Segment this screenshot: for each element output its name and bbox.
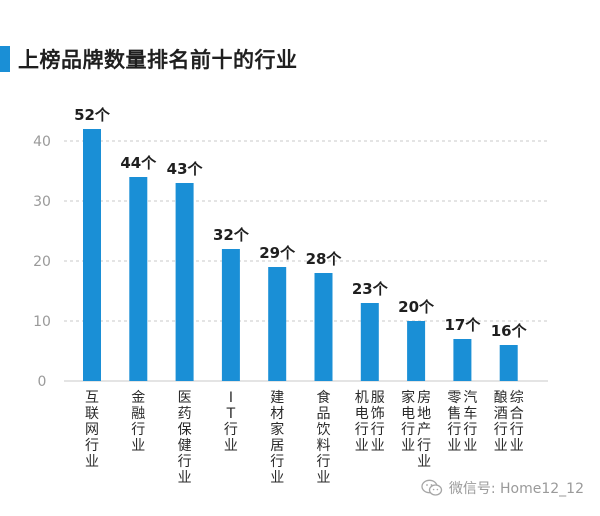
y-tick-label: 40 <box>33 134 51 150</box>
x-tick-label: 机电行业 <box>355 390 369 454</box>
title-accent-bar <box>0 46 10 72</box>
data-label: 16个 <box>491 322 528 340</box>
y-tick-label: 20 <box>33 254 51 270</box>
x-tick-label: 房地产行业 <box>417 390 431 470</box>
data-label: 17个 <box>444 316 481 334</box>
bar <box>83 129 101 381</box>
y-tick-label: 30 <box>33 194 51 210</box>
x-tick-label: 酿酒行业 <box>494 390 508 454</box>
data-label: 43个 <box>167 160 204 178</box>
watermark: 微信号: Home12_12 <box>421 478 584 498</box>
bar <box>407 321 426 381</box>
bar <box>360 303 379 381</box>
x-tick-label: 家电行业 <box>401 389 415 454</box>
x-tick-label: 服饰行业 <box>371 390 385 454</box>
bar <box>453 339 472 381</box>
x-tick-label: 零售行业 <box>447 390 461 454</box>
bar <box>268 267 287 381</box>
y-tick-label: 10 <box>33 314 51 330</box>
x-tick-label: 医药保健行业 <box>178 390 192 486</box>
data-label: 44个 <box>120 154 157 172</box>
bar <box>499 345 518 381</box>
bar <box>314 273 333 381</box>
watermark-text: 微信号: Home12_12 <box>448 481 584 497</box>
data-label: 52个 <box>74 106 111 124</box>
data-label: 29个 <box>259 244 296 262</box>
data-label: 20个 <box>398 298 435 316</box>
data-label: 23个 <box>352 280 389 298</box>
bar <box>175 183 194 381</box>
x-tick-label: 汽车行业 <box>463 390 477 454</box>
x-tick-label: 互联网行业 <box>85 390 99 470</box>
wechat-icon <box>421 479 443 496</box>
y-tick-label: 0 <box>38 374 47 390</box>
x-tick-label: I T 行业 <box>224 390 238 454</box>
x-tick-label: 金融行业 <box>131 390 145 454</box>
x-tick-label: 建材家居行业 <box>270 390 284 486</box>
data-label: 32个 <box>213 226 250 244</box>
bar <box>129 177 148 381</box>
chart-title: 上榜品牌数量排名前十的行业 <box>18 48 298 72</box>
x-tick-label: 综合行业 <box>510 390 524 454</box>
bar <box>221 249 240 381</box>
data-label: 28个 <box>306 250 343 268</box>
x-tick-label: 食品饮料行业 <box>317 389 331 486</box>
